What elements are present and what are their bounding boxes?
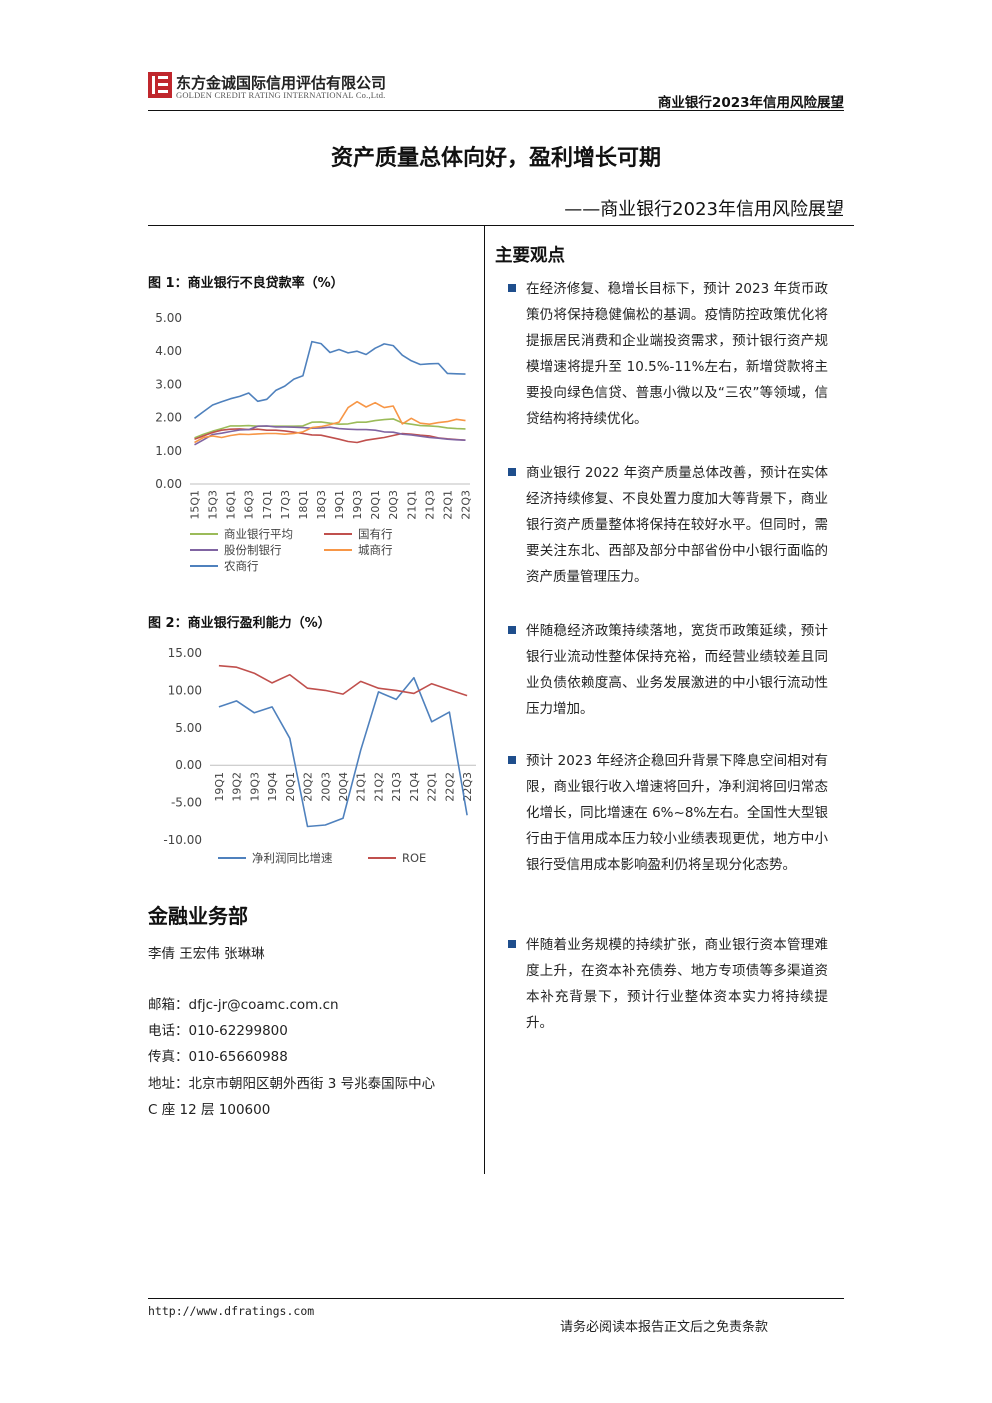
x-tick-label: 20Q4: [337, 772, 350, 802]
phone: 电话：010-62299800: [148, 1023, 288, 1039]
key-point-item: 商业银行 2022 年资产质量总体改善，预计在实体经济持续修复、不良处置力度加大…: [508, 460, 828, 590]
x-tick-label: 18Q1: [297, 490, 310, 520]
x-tick-label: 18Q3: [315, 490, 328, 520]
x-tick-label: 20Q3: [319, 772, 332, 802]
chart-npl-ratio: 0.00 1.00 2.00 3.00 4.00 5.00 15Q1 15Q3 16Q1 16Q3…: [155, 311, 472, 573]
y-tick-label: 0.00: [155, 477, 182, 491]
x-tick-label: 21Q3: [390, 772, 403, 802]
series-line: [194, 400, 466, 444]
page-title: 资产质量总体向好，盈利增长可期: [330, 146, 661, 171]
company-name-cn: 东方金诚国际信用评估有限公司: [176, 74, 387, 92]
header-rule: [148, 110, 844, 111]
bullet-square-icon: [508, 284, 516, 292]
y-tick-label: 4.00: [155, 344, 182, 358]
x-tick-label: 21Q2: [372, 772, 385, 802]
key-point-text: 在经济修复、稳增长目标下，预计 2023 年货币政策仍将保持稳健偏松的基调。疫情…: [526, 281, 828, 427]
key-point-item: 预计 2023 年经济企稳回升背景下降息空间相对有限，商业银行收入增速将回升，净…: [508, 748, 828, 878]
figure2-title: 图 2：商业银行盈利能力（%）: [148, 616, 331, 631]
key-point-item: 伴随稳经济政策持续落地，宽货币政策延续，预计银行业流动性整体保持充裕，而经营业绩…: [508, 618, 828, 722]
legend-label: 净利润同比增速: [252, 851, 333, 865]
title-rule: [148, 225, 854, 226]
legend-label: 国有行: [358, 527, 393, 541]
legend-label: 股份制银行: [224, 543, 282, 557]
address-line-2: C 座 12 层 100600: [148, 1102, 271, 1118]
x-tick-label: 17Q3: [279, 490, 292, 520]
x-tick-label: 21Q4: [408, 772, 421, 802]
chart-profitability: -10.00 -5.00 0.00 5.00 10.00 15.00 19Q1 19Q2 19Q…: [163, 646, 476, 865]
series-line: [194, 425, 466, 446]
legend-label: 城商行: [358, 543, 393, 557]
x-tick-label: 21Q3: [423, 490, 436, 520]
series-line: [218, 676, 468, 828]
address-line-1: 地址：北京市朝阳区朝外西街 3 号兆泰国际中心: [148, 1076, 436, 1092]
footer-url-link[interactable]: http://www.dfratings.com: [148, 1304, 315, 1318]
y-tick-label: 0.00: [175, 758, 202, 772]
key-points-title: 主要观点: [495, 246, 565, 266]
x-tick-label: 19Q2: [231, 772, 244, 802]
bullet-square-icon: [508, 940, 516, 948]
x-tick-label: 19Q3: [248, 772, 261, 802]
x-tick-label: 21Q1: [405, 490, 418, 520]
header-report-title: 商业银行2023年信用风险展望: [657, 95, 844, 111]
y-tick-label: 5.00: [175, 721, 202, 735]
fax: 传真：010-65660988: [148, 1049, 288, 1065]
series-line: [194, 418, 466, 439]
x-tick-label: 20Q1: [284, 772, 297, 802]
x-tick-label: 20Q2: [302, 772, 315, 802]
series-line: [218, 664, 468, 697]
x-tick-label: 16Q3: [243, 490, 256, 520]
x-tick-label: 15Q1: [189, 490, 202, 520]
key-point-item: 在经济修复、稳增长目标下，预计 2023 年货币政策仍将保持稳健偏松的基调。疫情…: [508, 276, 828, 432]
x-tick-label: 15Q3: [207, 490, 220, 520]
x-tick-label: 19Q1: [333, 490, 346, 520]
x-tick-label: 16Q1: [225, 490, 238, 520]
x-tick-label: 20Q1: [369, 490, 382, 520]
x-tick-label: 17Q1: [261, 490, 274, 520]
x-tick-label: 19Q3: [351, 490, 364, 520]
legend-label: 商业银行平均: [224, 527, 293, 541]
x-tick-label: 22Q1: [426, 772, 439, 802]
footer-rule: [148, 1298, 844, 1299]
page-subtitle: ——商业银行2023年信用风险展望: [564, 199, 844, 220]
y-tick-label: -5.00: [171, 796, 202, 810]
key-point-text: 伴随稳经济政策持续落地，宽货币政策延续，预计银行业流动性整体保持充裕，而经营业绩…: [526, 623, 828, 717]
x-tick-label: 22Q1: [441, 490, 454, 520]
y-tick-label: 15.00: [168, 646, 202, 660]
x-tick-label: 22Q3: [459, 490, 472, 520]
series-line: [194, 340, 466, 419]
column-divider: [484, 226, 485, 1174]
x-tick-label: 21Q1: [355, 772, 368, 802]
series-line: [194, 428, 466, 444]
legend-label: 农商行: [224, 559, 259, 573]
y-tick-label: 2.00: [155, 411, 182, 425]
key-point-item: 伴随着业务规模的持续扩张，商业银行资本管理难度上升，在资本补充债券、地方专项债等…: [508, 932, 828, 1036]
y-tick-label: 3.00: [155, 377, 182, 391]
bullet-square-icon: [508, 468, 516, 476]
company-logo-icon: [148, 72, 172, 98]
y-tick-label: 5.00: [155, 311, 182, 325]
x-tick-label: 22Q3: [461, 772, 474, 802]
department-title: 金融业务部: [148, 904, 248, 928]
x-tick-label: 19Q4: [266, 772, 279, 802]
footer-disclaimer: 请务必阅读本报告正文后之免责条款: [560, 1320, 769, 1335]
x-tick-label: 20Q3: [387, 490, 400, 520]
authors: 李倩 王宏伟 张琳琳: [148, 946, 265, 962]
y-tick-label: -10.00: [163, 833, 202, 847]
bullet-square-icon: [508, 626, 516, 634]
email: 邮箱：dfjc-jr@coamc.com.cn: [148, 997, 339, 1013]
x-tick-label: 22Q2: [443, 772, 456, 802]
company-name-en: GOLDEN CREDIT RATING INTERNATIONAL Co.,L…: [176, 90, 386, 100]
key-point-text: 预计 2023 年经济企稳回升背景下降息空间相对有限，商业银行收入增速将回升，净…: [526, 753, 828, 873]
y-tick-label: 10.00: [168, 683, 202, 697]
legend-label: ROE: [402, 851, 426, 865]
key-point-text: 伴随着业务规模的持续扩张，商业银行资本管理难度上升，在资本补充债券、地方专项债等…: [526, 937, 828, 1031]
key-point-text: 商业银行 2022 年资产质量总体改善，预计在实体经济持续修复、不良处置力度加大…: [526, 465, 828, 585]
x-tick-label: 19Q1: [213, 772, 226, 802]
figure1-title: 图 1：商业银行不良贷款率（%）: [148, 276, 344, 291]
bullet-square-icon: [508, 756, 516, 764]
y-tick-label: 1.00: [155, 444, 182, 458]
